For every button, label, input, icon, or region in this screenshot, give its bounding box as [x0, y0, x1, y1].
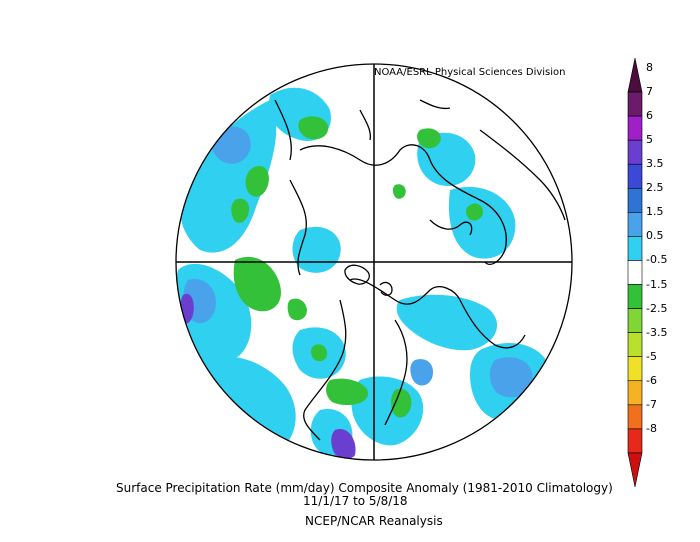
colorbar-swatch [627, 187, 643, 213]
colorbar [627, 57, 643, 488]
colorbar-tick-label: -0.5 [646, 253, 668, 267]
colorbar-tick-label: 3.5 [646, 157, 664, 171]
map-credit: NOAA/ESRL Physical Sciences Division [374, 67, 566, 78]
colorbar-tick-label: 5 [646, 133, 653, 147]
colorbar-swatch [627, 332, 643, 358]
coastlines [274, 99, 566, 441]
colorbar-tick-label: -8 [646, 421, 657, 435]
colorbar-swatch [627, 428, 643, 454]
date-range: 11/1/17 to 5/8/18 [303, 494, 408, 508]
colorbar-swatch [627, 57, 643, 93]
colorbar-swatch [627, 404, 643, 430]
dataset-name: NCEP/NCAR Reanalysis [305, 514, 443, 528]
colorbar-swatch [627, 115, 643, 141]
colorbar-swatch [627, 260, 643, 285]
colorbar-swatch [627, 91, 643, 117]
colorbar-tick-label: -2.5 [646, 301, 668, 315]
colorbar-tick-label: -5 [646, 349, 657, 363]
dry-anomaly-fields [231, 116, 484, 418]
map-title: Surface Precipitation Rate (mm/day) Comp… [116, 481, 613, 495]
colorbar-swatch [627, 380, 643, 406]
colorbar-swatch [627, 452, 643, 488]
colorbar-tick-label: 0.5 [646, 229, 664, 243]
colorbar-swatch [627, 163, 643, 189]
colorbar-tick-label: -3.5 [646, 325, 668, 339]
colorbar-swatch [627, 284, 643, 309]
colorbar-tick-label: -6 [646, 373, 657, 387]
colorbar-tick-label: 6 [646, 109, 653, 123]
map-disc [176, 64, 572, 460]
colorbar-tick-label: 2.5 [646, 181, 664, 195]
colorbar-tick-label: 8 [646, 61, 653, 74]
colorbar-tick-label: -7 [646, 397, 657, 411]
colorbar-tick-label: 1.5 [646, 205, 664, 219]
map-border [175, 63, 573, 461]
colorbar-swatch [627, 236, 643, 261]
colorbar-swatch [627, 308, 643, 333]
colorbar-swatch [627, 356, 643, 382]
colorbar-tick-label: 7 [646, 85, 653, 99]
colorbar-swatch [627, 139, 643, 165]
colorbar-tick-label: -1.5 [646, 277, 668, 291]
colorbar-swatch [627, 212, 643, 237]
